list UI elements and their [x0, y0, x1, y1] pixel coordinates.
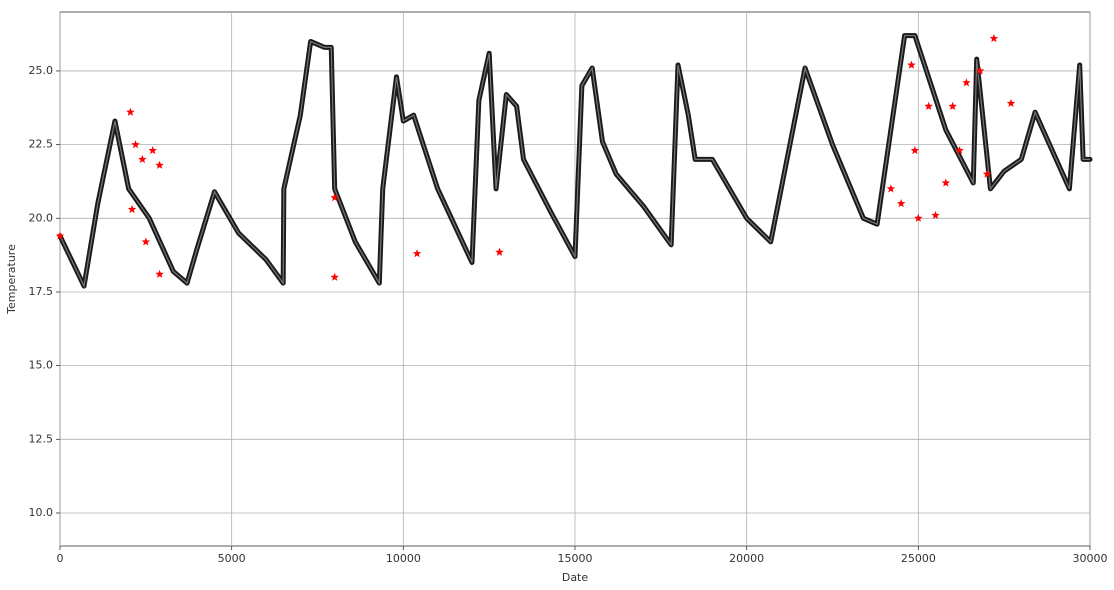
x-tick-label: 25000 — [901, 552, 936, 565]
star-point — [982, 169, 992, 178]
y-tick-label: 20.0 — [29, 211, 54, 224]
star-point — [1006, 98, 1016, 107]
x-tick-label: 5000 — [218, 552, 246, 565]
x-tick-label: 30000 — [1073, 552, 1108, 565]
y-tick-label: 10.0 — [29, 506, 54, 519]
y-tick-label: 17.5 — [29, 285, 54, 298]
star-point — [495, 247, 504, 256]
star-point — [948, 101, 957, 110]
x-tick-label: 0 — [57, 552, 64, 565]
y-tick-label: 25.0 — [29, 64, 54, 77]
star-point — [896, 199, 906, 208]
star-point — [131, 140, 140, 149]
star-point — [924, 101, 933, 110]
star-point — [955, 146, 964, 155]
star-point — [148, 146, 157, 155]
star-point — [155, 160, 164, 169]
star-point — [975, 66, 985, 75]
x-axis-label: Date — [562, 571, 589, 584]
star-point — [127, 204, 137, 214]
star-point — [910, 146, 920, 155]
star-point — [962, 78, 971, 87]
y-axis-label: Temperature — [5, 244, 18, 315]
star-point — [55, 231, 65, 240]
star-point — [330, 193, 339, 202]
star-point — [138, 154, 147, 163]
star-point — [412, 249, 422, 258]
star-point — [141, 237, 151, 246]
star-point — [155, 269, 164, 278]
star-point — [126, 107, 135, 116]
star-point — [941, 178, 951, 187]
star-point — [914, 213, 923, 222]
temperature-line-core — [59, 34, 1090, 289]
x-tick-label: 10000 — [386, 552, 421, 565]
y-tick-label: 15.0 — [29, 359, 54, 372]
star-point — [330, 272, 339, 281]
star-point — [886, 184, 896, 193]
star-point — [989, 34, 999, 43]
x-tick-label: 20000 — [729, 552, 764, 565]
star-point — [931, 210, 940, 219]
y-tick-label: 12.5 — [29, 432, 54, 445]
x-tick-label: 15000 — [558, 552, 593, 565]
star-point — [907, 60, 916, 69]
y-tick-label: 22.5 — [29, 138, 54, 151]
